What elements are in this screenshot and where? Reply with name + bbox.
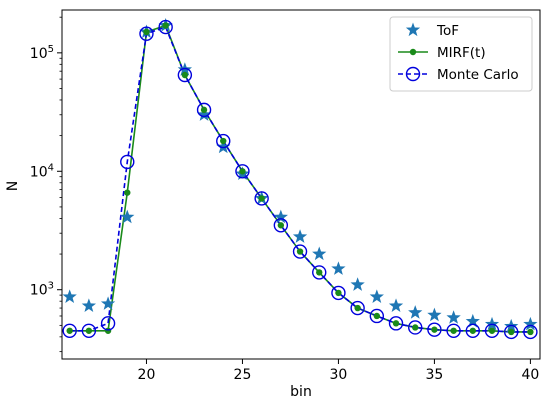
x-axis-label: bin <box>290 384 312 400</box>
data-point-mirf <box>431 326 438 333</box>
data-point-monte-carlo <box>465 323 481 338</box>
data-point-mirf <box>181 71 189 79</box>
data-point-mirf <box>104 327 112 334</box>
data-point-mirf <box>450 327 457 334</box>
data-point-monte-carlo <box>312 265 327 280</box>
data-point-monte-carlo <box>273 218 289 233</box>
data-point-monte-carlo <box>216 133 231 149</box>
data-point-tof <box>216 139 231 154</box>
axes: 20 25 30 35 40 103 104 105 <box>30 9 541 383</box>
data-point-mirf <box>220 137 227 145</box>
legend-label: Monte Carlo <box>437 67 519 83</box>
data-point-mirf <box>335 289 342 297</box>
data-point-mirf <box>143 28 150 36</box>
data-point-monte-carlo <box>369 308 385 324</box>
data-point-monte-carlo <box>254 191 269 206</box>
data-point-mirf <box>66 327 73 334</box>
data-point-monte-carlo <box>158 19 173 35</box>
y-axis-label: N <box>5 181 21 191</box>
legend-marker-monte-carlo <box>405 66 421 82</box>
data-point-monte-carlo <box>120 154 135 170</box>
legend-marker-tof <box>405 22 421 37</box>
data-point-monte-carlo <box>331 285 346 301</box>
data-point-monte-carlo <box>139 26 154 41</box>
data-point-tof <box>388 298 404 312</box>
data-point-monte-carlo <box>196 102 212 118</box>
data-point-mirf <box>354 304 361 312</box>
data-point-tof <box>369 289 384 303</box>
data-point-monte-carlo <box>292 244 308 259</box>
data-point-mirf <box>373 312 381 320</box>
data-point-tof <box>350 277 365 291</box>
data-point-mirf <box>316 269 323 276</box>
data-point-mirf <box>412 324 419 331</box>
x-tick-label: 30 <box>330 367 348 383</box>
data-point-tof <box>120 209 135 224</box>
x-tick-label: 25 <box>234 367 252 383</box>
x-tick-label: 40 <box>521 367 539 383</box>
legend-box <box>389 16 533 92</box>
data-point-mirf <box>258 195 265 202</box>
data-point-tof <box>292 229 308 243</box>
data-point-monte-carlo <box>350 300 365 316</box>
legend-label: ToF <box>436 23 459 39</box>
data-point-tof <box>408 305 423 319</box>
y-tick-label: 103 <box>30 281 54 299</box>
data-point-tof <box>100 296 116 310</box>
data-point-tof <box>81 298 97 312</box>
data-point-tof <box>523 316 538 331</box>
data-point-monte-carlo <box>235 164 250 179</box>
data-point-tof <box>273 209 288 224</box>
data-point-mirf <box>200 106 208 114</box>
data-point-mirf <box>277 222 285 229</box>
data-point-mirf <box>488 327 496 334</box>
legend-label: MIRF(t) <box>437 45 486 61</box>
data-point-mirf <box>469 327 477 334</box>
x-tick-label: 20 <box>138 367 156 383</box>
plot-area <box>62 18 538 340</box>
data-point-tof <box>465 313 480 328</box>
data-point-monte-carlo <box>427 322 442 337</box>
data-point-tof <box>62 289 77 303</box>
plot-frame <box>61 9 541 360</box>
y-tick-label: 104 <box>30 162 54 180</box>
data-point-tof <box>427 307 442 322</box>
x-tick-label: 35 <box>426 367 444 383</box>
data-point-mirf <box>392 320 400 327</box>
data-point-monte-carlo <box>100 316 116 331</box>
data-point-monte-carlo <box>504 324 519 340</box>
data-point-monte-carlo <box>446 323 461 338</box>
data-point-monte-carlo <box>81 323 97 338</box>
data-point-mirf <box>508 328 515 336</box>
data-point-mirf <box>85 327 93 334</box>
data-point-mirf <box>527 328 534 336</box>
data-point-mirf <box>162 22 169 29</box>
data-point-monte-carlo <box>388 316 404 331</box>
legend-marker-mirf <box>409 48 417 56</box>
data-point-tof <box>331 261 346 275</box>
data-point-tof <box>312 246 327 261</box>
data-point-monte-carlo <box>484 323 500 338</box>
data-point-monte-carlo <box>177 67 193 83</box>
y-tick-label: 105 <box>30 44 54 62</box>
data-point-monte-carlo <box>523 324 538 340</box>
legend: ToF MIRF(t) Monte Carlo <box>389 16 533 92</box>
data-point-tof <box>196 107 212 121</box>
data-point-monte-carlo <box>62 323 77 338</box>
data-point-tof <box>446 310 461 324</box>
data-point-mirf <box>124 189 131 196</box>
data-point-mirf <box>296 248 304 255</box>
data-point-monte-carlo <box>408 320 423 335</box>
data-point-mirf <box>239 168 246 175</box>
